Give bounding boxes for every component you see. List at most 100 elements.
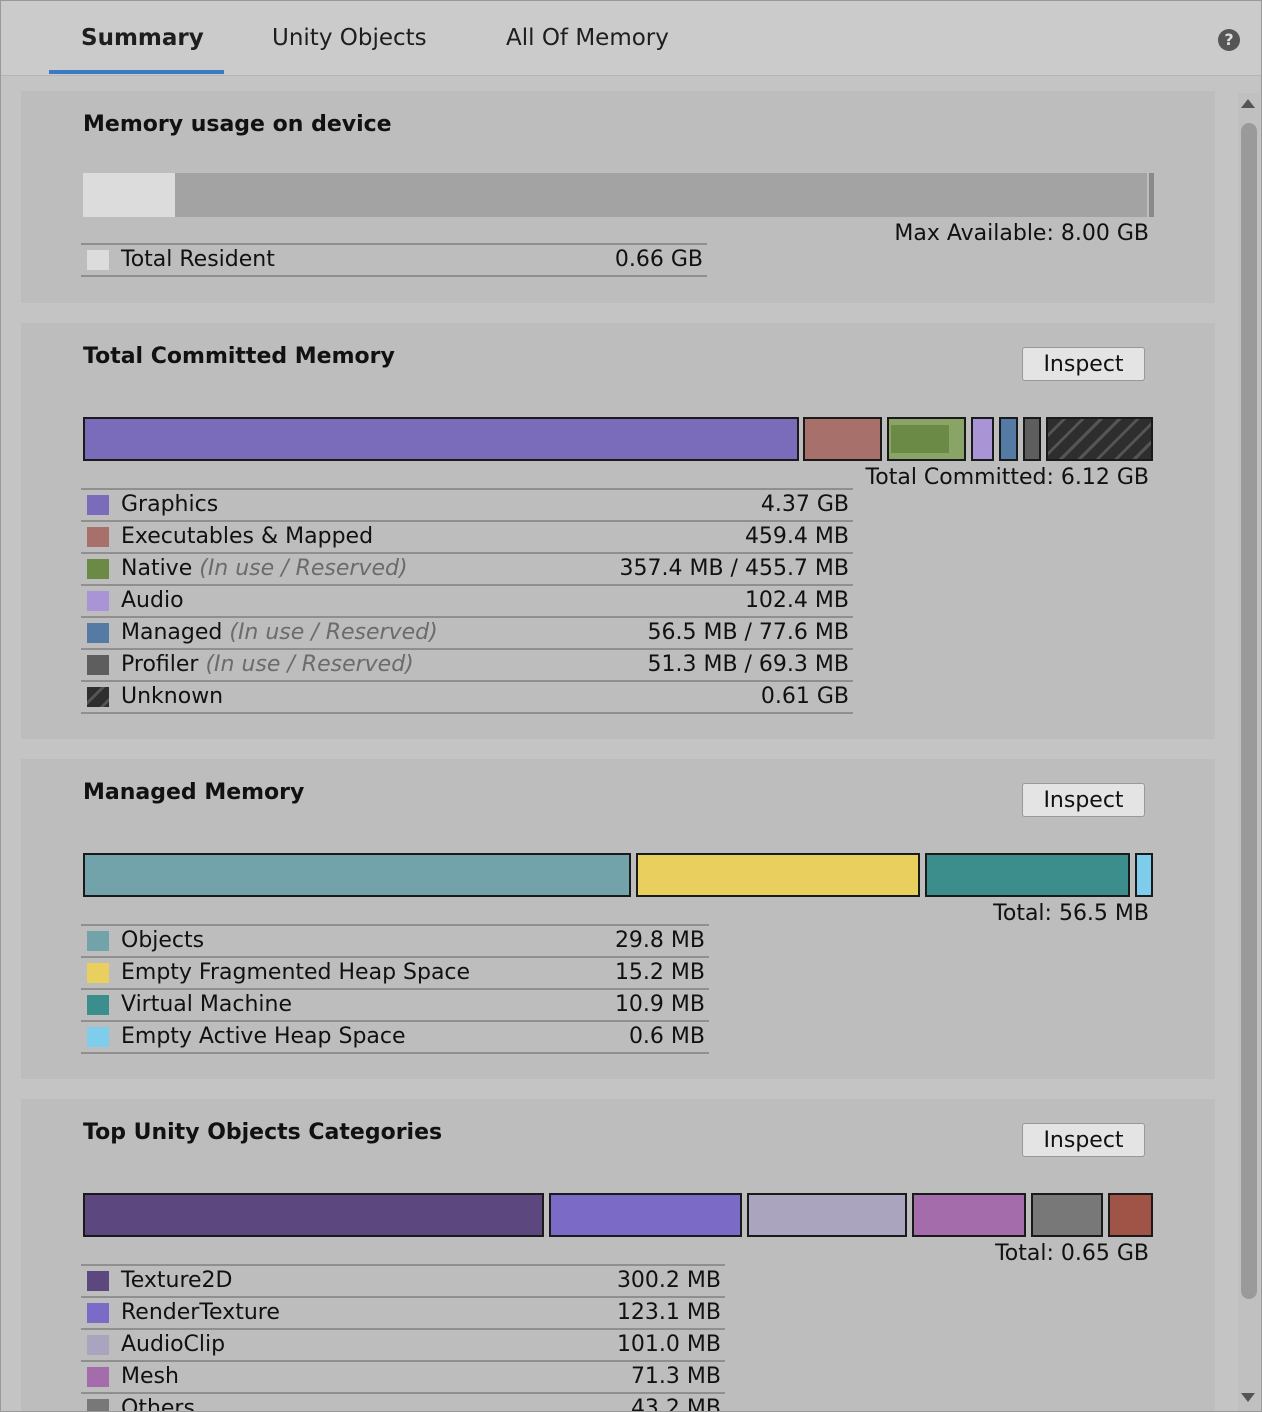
- legend-label-text: Audio: [121, 588, 184, 613]
- bar-segment: [912, 1193, 1026, 1237]
- legend-label: Profiler (In use / Reserved): [121, 652, 414, 677]
- bar-segment: [83, 417, 799, 461]
- legend-value: 4.37 GB: [760, 492, 849, 517]
- legend-swatch: [87, 655, 109, 675]
- inspect-button[interactable]: Inspect: [1022, 783, 1145, 817]
- legend-value: 71.3 MB: [630, 1364, 721, 1389]
- legend-row: AudioClip 101.0 MB: [81, 1330, 725, 1362]
- legend-swatch: [87, 687, 109, 707]
- bar-segment: [83, 173, 175, 217]
- legend-label: Total Resident: [121, 247, 275, 272]
- tab[interactable]: All Of Memory: [506, 25, 669, 51]
- legend-value: 51.3 MB / 69.3 MB: [647, 652, 849, 677]
- bar-segment: [971, 417, 994, 461]
- inspect-button[interactable]: Inspect: [1022, 1123, 1145, 1157]
- legend-label-text: Others: [121, 1396, 195, 1412]
- legend-label-text: RenderTexture: [121, 1300, 280, 1325]
- legend-swatch: [87, 1399, 109, 1411]
- legend-label-text: Texture2D: [121, 1268, 233, 1293]
- legend-value: 56.5 MB / 77.6 MB: [647, 620, 849, 645]
- tab[interactable]: Unity Objects: [272, 25, 427, 51]
- scroll-thumb[interactable]: [1241, 123, 1257, 1299]
- legend-label: Virtual Machine: [121, 992, 292, 1017]
- legend-row: Virtual Machine 10.9 MB: [81, 990, 709, 1022]
- legend-swatch: [87, 1027, 109, 1047]
- bar-segment: [83, 1193, 544, 1237]
- legend-label-text: Managed: [121, 620, 223, 645]
- bar-segment: [1023, 417, 1041, 461]
- bar-segment: [887, 417, 966, 461]
- bar-segment: [925, 853, 1130, 897]
- legend-top-rule: [81, 488, 853, 490]
- legend-top-rule: [81, 243, 707, 245]
- legend-value: 43.2 MB: [630, 1396, 721, 1412]
- legend-row: RenderTexture 123.1 MB: [81, 1298, 725, 1330]
- legend-label-text: Total Resident: [121, 247, 275, 272]
- legend-label: Managed (In use / Reserved): [121, 620, 438, 645]
- legend-row: Empty Active Heap Space 0.6 MB: [81, 1022, 709, 1054]
- legend-label-text: Empty Active Heap Space: [121, 1024, 406, 1049]
- legend-swatch: [87, 1271, 109, 1291]
- bar-segment: [1031, 1193, 1103, 1237]
- section-title: Top Unity Objects Categories: [83, 1120, 443, 1145]
- legend-label: Objects: [121, 928, 204, 953]
- legend-swatch: [87, 559, 109, 579]
- legend-label-text: Profiler: [121, 652, 199, 677]
- legend-label-text: Executables & Mapped: [121, 524, 374, 549]
- inspect-button[interactable]: Inspect: [1022, 347, 1145, 381]
- legend-swatch: [87, 1367, 109, 1387]
- legend-label: Texture2D: [121, 1268, 232, 1293]
- tab[interactable]: Summary: [81, 25, 204, 51]
- active-tab-underline: [49, 70, 224, 74]
- scroll-down[interactable]: [1241, 1393, 1255, 1402]
- legend-swatch: [87, 591, 109, 611]
- legend-value: 300.2 MB: [616, 1268, 721, 1293]
- legend-row: Native (In use / Reserved) 357.4 MB / 455…: [81, 554, 853, 586]
- legend-label-text: Graphics: [121, 492, 219, 517]
- legend-label: Audio: [121, 588, 184, 613]
- legend-value: 29.8 MB: [614, 928, 705, 953]
- legend-label-text: Virtual Machine: [121, 992, 292, 1017]
- legend-label: Graphics: [121, 492, 218, 517]
- scroll-up[interactable]: [1241, 99, 1255, 108]
- section-panel: [21, 323, 1215, 739]
- legend-row: Unknown 0.61 GB: [81, 682, 853, 714]
- bar-segment: [549, 1193, 742, 1237]
- legend-swatch: [87, 623, 109, 643]
- tab-bar: [1, 1, 1261, 76]
- legend-row: Managed (In use / Reserved) 56.5 MB / 77.…: [81, 618, 853, 650]
- section-title: Memory usage on device: [83, 112, 392, 137]
- legend-row: Objects 29.8 MB: [81, 926, 709, 958]
- legend-value: 15.2 MB: [614, 960, 705, 985]
- bar-segment: [1108, 1193, 1153, 1237]
- legend-row: Graphics 4.37 GB: [81, 490, 853, 522]
- bar-segment: [1046, 417, 1153, 461]
- section-panel: [21, 1099, 1215, 1411]
- bar-segment: [999, 417, 1018, 461]
- legend-value: 459.4 MB: [744, 524, 849, 549]
- legend-value: 10.9 MB: [614, 992, 705, 1017]
- bar-total: Max Available: 8.00 GB: [894, 221, 1149, 246]
- bar-total: Total Committed: 6.12 GB: [865, 465, 1149, 490]
- legend-label-text: Objects: [121, 928, 205, 953]
- legend-swatch: [87, 250, 109, 270]
- legend-row: Texture2D 300.2 MB: [81, 1266, 725, 1298]
- bar-segment: [83, 853, 631, 897]
- legend-note: (In use / Reserved): [205, 652, 414, 677]
- legend-label: Empty Fragmented Heap Space: [121, 960, 470, 985]
- legend-swatch: [87, 931, 109, 951]
- legend-swatch: [87, 1335, 109, 1355]
- legend-swatch: [87, 527, 109, 547]
- legend-label-text: Native: [121, 556, 193, 581]
- section-panel: [21, 759, 1215, 1079]
- legend-label: Others: [121, 1396, 195, 1412]
- bar-segment: [1135, 853, 1153, 897]
- legend-row: Profiler (In use / Reserved) 51.3 MB / 69…: [81, 650, 853, 682]
- legend-value: 101.0 MB: [616, 1332, 721, 1357]
- legend-label: Native (In use / Reserved): [121, 556, 408, 581]
- legend-label: RenderTexture: [121, 1300, 280, 1325]
- help-button[interactable]: ?: [1218, 29, 1240, 51]
- legend-top-rule: [81, 924, 709, 926]
- legend-label-text: Mesh: [121, 1364, 179, 1389]
